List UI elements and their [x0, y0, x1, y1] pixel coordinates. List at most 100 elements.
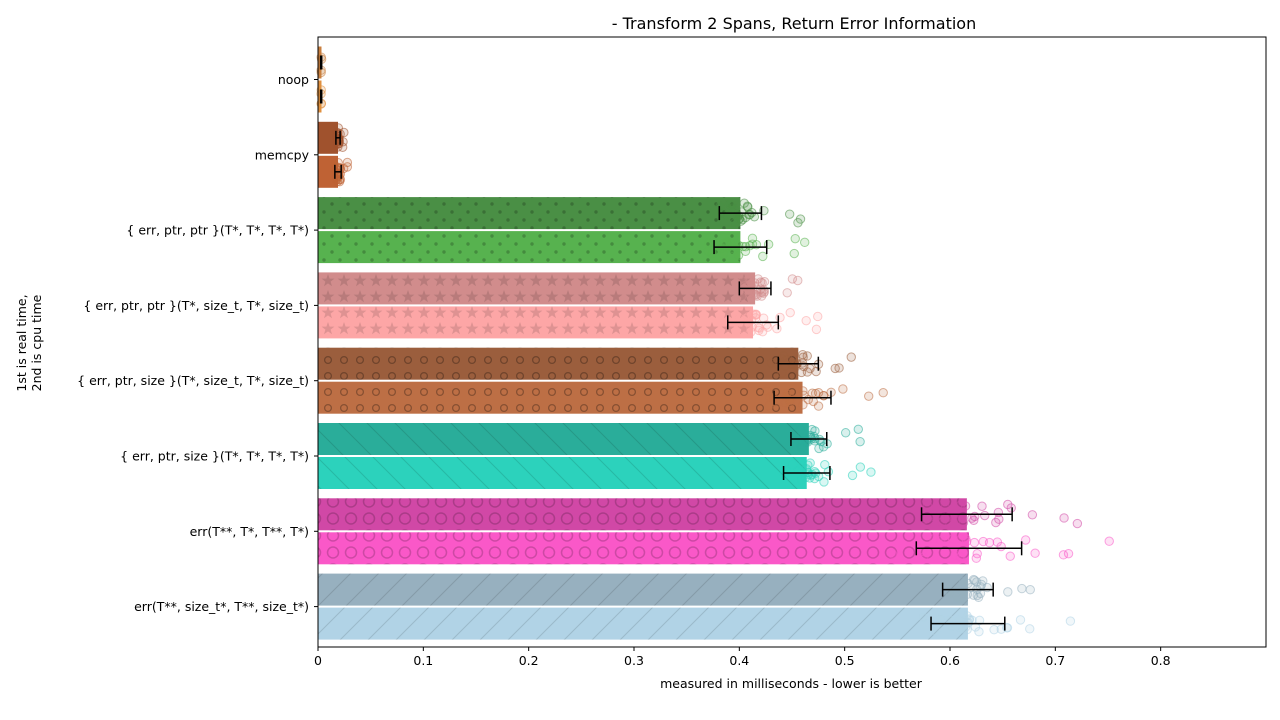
sample-point [796, 367, 807, 378]
sample-point [1003, 499, 1013, 510]
sample-point [759, 277, 770, 287]
sample-point [797, 349, 808, 360]
x-tick-label: 0.1 [413, 653, 433, 668]
bar-real-0 [318, 46, 322, 79]
sample-point [945, 588, 956, 599]
sample-point [335, 174, 346, 185]
sample-point [950, 550, 960, 560]
sample-point [787, 274, 798, 284]
sample-point [1020, 535, 1031, 545]
plot-frame [317, 36, 1267, 648]
sample-point [834, 363, 844, 373]
sample-point [1025, 624, 1035, 634]
bar-cpu-0 [318, 80, 322, 113]
sample-point [840, 428, 851, 438]
sample-point [1015, 615, 1026, 625]
sample-point [333, 157, 343, 168]
sample-point [789, 248, 799, 259]
bar-pattern-real-7 [318, 573, 968, 606]
sample-point [940, 502, 951, 513]
sample-point [961, 536, 972, 547]
y-tick-label: { err, ptr, ptr }(T*, size_t, T*, size_t… [83, 298, 309, 313]
sample-point [787, 459, 798, 470]
sample-point [929, 534, 939, 544]
bar-pattern-cpu-4 [318, 381, 803, 414]
sample-point [838, 384, 848, 394]
y-tick-label: { err, ptr, size }(T*, T*, T*, T*) [120, 449, 309, 464]
sample-point [989, 625, 999, 635]
sample-point [935, 614, 946, 624]
sample-point [864, 391, 874, 401]
sample-point [978, 576, 988, 586]
sample-point [1027, 510, 1038, 520]
y-tick-label: { err, ptr, ptr }(T*, T*, T*, T*) [126, 223, 309, 238]
sample-point [949, 514, 960, 524]
sample-point [738, 276, 748, 286]
sample-point [847, 470, 858, 481]
sample-point [739, 198, 749, 208]
sample-point [887, 549, 898, 559]
bar-pattern-cpu-7 [318, 607, 968, 640]
sample-point [752, 291, 762, 301]
sample-point [811, 324, 822, 335]
sample-point [958, 594, 968, 605]
sample-point [761, 386, 772, 396]
sample-point [790, 233, 800, 244]
sample-point [958, 518, 969, 528]
x-tick-label: 0 [314, 653, 322, 668]
sample-point [793, 275, 803, 286]
sample-point [970, 622, 981, 632]
sample-point [780, 398, 791, 408]
sample-point [758, 251, 768, 262]
sample-point [775, 312, 785, 323]
sample-point [724, 198, 734, 209]
x-tick-label: 0.6 [940, 653, 960, 668]
sample-point [1017, 583, 1027, 594]
y-tick-label: err(T**, size_t*, T**, size_t*) [134, 599, 309, 614]
sample-point [715, 201, 725, 212]
sample-point [1104, 536, 1114, 546]
sample-point [809, 436, 820, 446]
sample-point [746, 279, 757, 289]
chart-title: - Transform 2 Spans, Return Error Inform… [612, 14, 976, 33]
sample-point [801, 315, 811, 326]
sample-point [954, 615, 964, 625]
sample-point [759, 287, 770, 297]
sample-point [740, 246, 751, 257]
sample-point [878, 388, 888, 398]
sample-point [1025, 585, 1035, 595]
bar-pattern-real-2 [318, 197, 741, 230]
sample-point [972, 590, 982, 601]
sample-point [855, 436, 865, 447]
x-tick-label: 0.2 [519, 653, 539, 668]
sample-point [797, 460, 808, 471]
sample-point [736, 216, 746, 226]
bar-pattern-cpu-6 [318, 532, 969, 565]
sample-point [958, 587, 969, 598]
sample-point [955, 500, 966, 510]
x-tick-label: 0.8 [1151, 653, 1171, 668]
sample-point [718, 249, 729, 259]
sample-point [948, 534, 958, 544]
sample-point [733, 250, 744, 261]
sample-point [978, 536, 988, 547]
sample-point [785, 307, 795, 318]
error-bars-layer [319, 55, 1023, 631]
sample-point [917, 546, 928, 556]
sample-point [996, 541, 1006, 552]
sample-point [772, 324, 782, 334]
x-tick-label: 0.4 [729, 653, 749, 668]
sample-point [738, 324, 748, 334]
sample-point [784, 389, 794, 400]
bar-pattern-real-3 [318, 272, 756, 305]
y-axis-label-line2: 2nd is cpu time [29, 294, 44, 391]
sample-point [1030, 548, 1040, 558]
sample-point [782, 288, 792, 298]
bar-pattern-real-6 [318, 498, 967, 531]
bars-layer [318, 46, 969, 640]
sample-point [819, 477, 829, 487]
sample-point [954, 552, 965, 562]
bar-pattern-real-4 [318, 347, 799, 380]
sample-point [1065, 616, 1076, 626]
